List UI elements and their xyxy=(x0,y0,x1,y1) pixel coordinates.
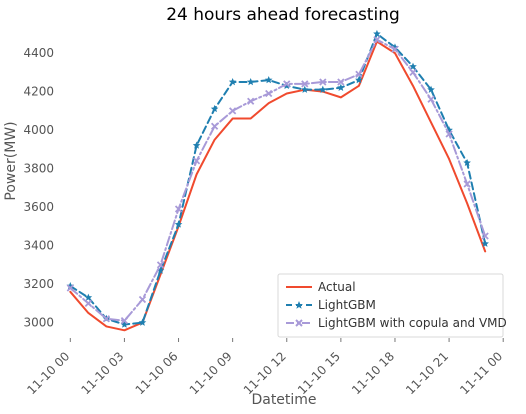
copula-vmd-point xyxy=(138,295,147,304)
chart-title: 24 hours ahead forecasting xyxy=(166,5,400,25)
x-tick-label: 11-10 03 xyxy=(78,349,126,397)
y-axis-label: Power(MW) xyxy=(3,121,19,200)
lightgbm-point xyxy=(192,141,201,149)
x-tick-label: 11-10 09 xyxy=(187,349,235,397)
copula-vmd-point xyxy=(210,122,219,130)
copula-vmd-point xyxy=(445,130,453,138)
copula-vmd-point xyxy=(355,70,363,78)
x-tick-label: 11-10 21 xyxy=(403,349,451,397)
x-axis-ticks: 11-10 00 11-10 03 11-10 06 11-10 09 11-10 12… xyxy=(24,338,505,397)
y-tick-label: 3800 xyxy=(23,162,54,176)
lightgbm-point xyxy=(246,77,255,86)
legend-marker-lightgbm-copula-vmd xyxy=(295,319,303,327)
plot-area xyxy=(66,29,489,332)
series-line-lightgbm-copula-vmd xyxy=(69,38,487,322)
legend-label-lightgbm: LightGBM xyxy=(318,298,376,312)
lightgbm-point xyxy=(156,266,165,274)
x-tick-label: 11-10 00 xyxy=(24,349,72,397)
lightgbm-point xyxy=(138,318,147,326)
copula-vmd-point xyxy=(174,205,183,213)
copula-vmd-point xyxy=(373,35,381,44)
lightgbm-point xyxy=(282,81,291,90)
lightgbm-point xyxy=(337,83,345,91)
copula-vmd-point xyxy=(66,284,74,292)
copula-vmd-point xyxy=(319,78,327,86)
copula-vmd-point xyxy=(391,45,399,53)
lightgbm-point xyxy=(319,85,327,93)
copula-vmd-point xyxy=(247,97,255,105)
lightgbm-point xyxy=(66,282,75,290)
copula-vmd-point xyxy=(463,180,471,188)
lightgbm-point xyxy=(427,85,435,93)
x-tick-label: 11-10 06 xyxy=(133,349,181,397)
copula-vmd-point xyxy=(283,80,291,88)
copula-vmd-point xyxy=(409,68,417,76)
copula-vmd-point xyxy=(229,107,237,115)
y-tick-label: 4400 xyxy=(23,46,54,60)
x-tick-label: 11-10 12 xyxy=(241,349,289,397)
copula-vmd-point xyxy=(120,317,129,325)
copula-vmd-point xyxy=(192,157,201,165)
lightgbm-point xyxy=(228,77,237,86)
legend: Actual LightGBM LightGBM with copula and… xyxy=(277,273,507,338)
lightgbm-point xyxy=(300,85,309,93)
lightgbm-point xyxy=(373,29,381,38)
copula-vmd-point xyxy=(265,89,273,98)
copula-vmd-point xyxy=(427,95,435,103)
legend-label-lightgbm-copula-vmd: LightGBM with copula and VMD xyxy=(318,316,507,330)
legend-label-actual: Actual xyxy=(318,280,356,294)
lightgbm-point xyxy=(210,104,219,113)
lightgbm-point xyxy=(264,76,273,84)
x-axis-label: Datetime xyxy=(251,392,316,408)
y-tick-label: 4000 xyxy=(23,123,54,137)
copula-vmd-point xyxy=(156,261,165,269)
x-tick-label: 11-10 18 xyxy=(349,349,397,397)
y-tick-label: 4200 xyxy=(23,85,54,99)
y-tick-label: 3200 xyxy=(23,277,54,291)
lightgbm-point xyxy=(120,320,129,328)
lightgbm-point xyxy=(174,220,183,228)
copula-vmd-point xyxy=(102,315,111,323)
copula-vmd-point xyxy=(337,78,345,86)
lightgbm-point xyxy=(409,62,417,70)
y-axis-ticks: 3000 3200 3400 3600 3800 4000 4200 4400 xyxy=(23,46,54,330)
lightgbm-point xyxy=(84,293,93,301)
legend-box xyxy=(277,273,504,338)
lightgbm-point xyxy=(355,76,363,84)
y-tick-label: 3400 xyxy=(23,239,54,253)
legend-marker-lightgbm xyxy=(295,301,303,309)
y-tick-label: 3000 xyxy=(23,316,54,330)
lightgbm-point xyxy=(463,158,471,167)
copula-vmd-point xyxy=(481,232,489,240)
copula-vmd-point xyxy=(301,80,309,88)
y-tick-label: 3600 xyxy=(23,200,54,214)
x-tick-label: 11-11 00 xyxy=(457,349,505,397)
x-tick-label: 11-10 15 xyxy=(295,349,343,397)
copula-vmd-point xyxy=(84,299,92,307)
lightgbm-point xyxy=(481,239,489,247)
